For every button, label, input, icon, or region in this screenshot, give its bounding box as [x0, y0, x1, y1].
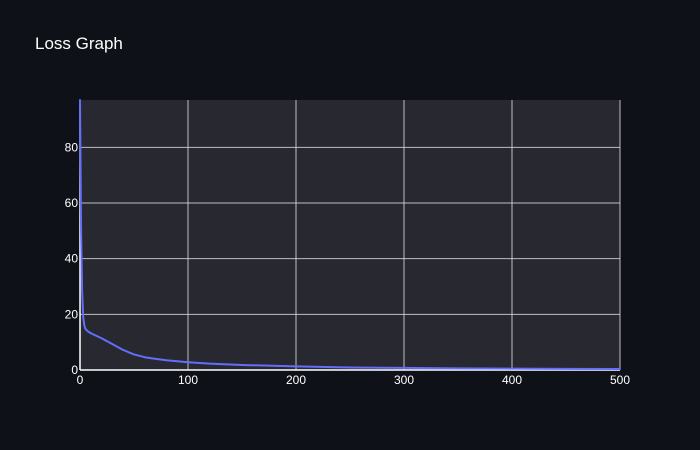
x-gridlines — [187, 100, 621, 370]
y-tick-label: 20 — [65, 307, 79, 321]
x-tick-label: 400 — [502, 373, 522, 387]
x-tick-label: 200 — [286, 373, 306, 387]
y-gridlines — [80, 146, 620, 315]
plot-background — [80, 100, 620, 370]
y-tick-label: 60 — [65, 196, 79, 210]
y-tick-label: 40 — [65, 252, 79, 266]
x-tick-label: 500 — [610, 373, 630, 387]
chart-title: Loss Graph — [35, 34, 123, 53]
y-tick-label: 0 — [71, 363, 78, 377]
loss-series-line — [79, 99, 621, 371]
x-tick-label: 100 — [178, 373, 198, 387]
x-tick-labels: 0 100 200 300 400 500 — [77, 373, 631, 387]
x-tick-label: 0 — [77, 373, 84, 387]
x-tick-label: 300 — [394, 373, 414, 387]
series-layer — [79, 99, 621, 371]
y-tick-labels: 0 20 40 60 80 — [65, 140, 79, 377]
y-tick-label: 80 — [65, 140, 79, 154]
